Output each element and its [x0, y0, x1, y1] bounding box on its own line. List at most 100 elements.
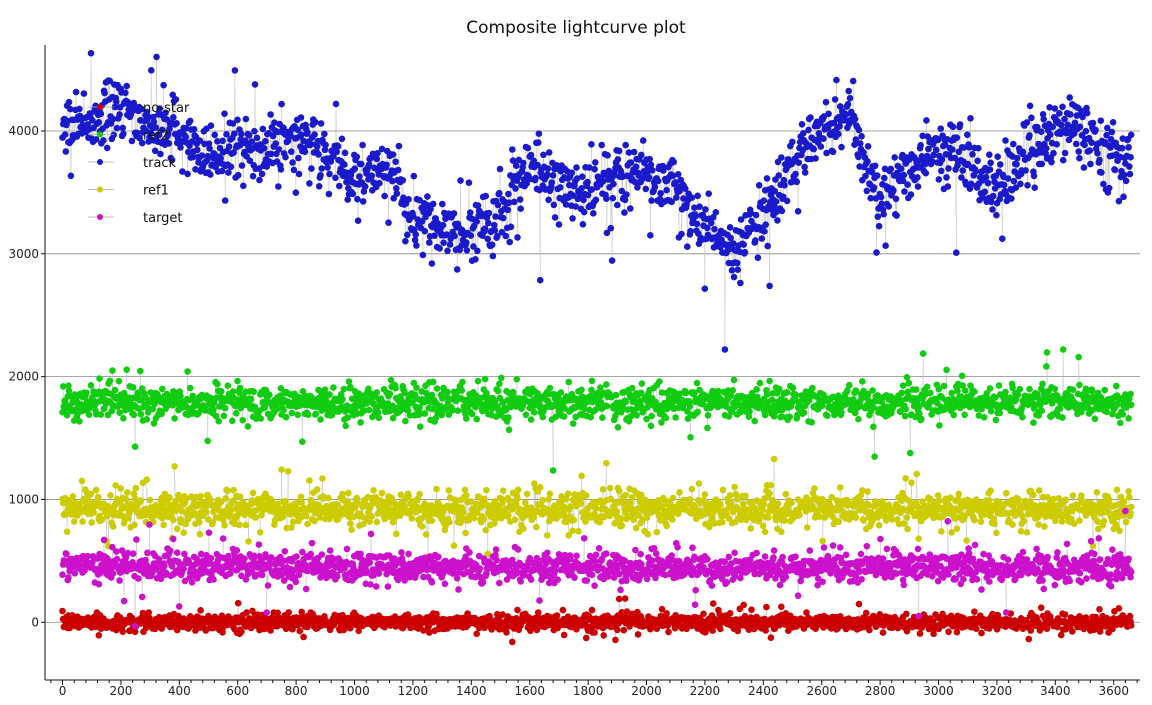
data-point: [277, 166, 285, 173]
data-point: [182, 133, 189, 141]
data-point: [724, 387, 732, 394]
data-point: [242, 115, 250, 123]
data-point: [63, 528, 71, 536]
data-point: [700, 610, 707, 618]
data-point: [386, 390, 394, 398]
data-point: [580, 196, 587, 204]
data-point: [412, 231, 420, 238]
data-point: [97, 411, 105, 418]
data-point: [922, 169, 930, 177]
data-point: [1069, 386, 1077, 394]
data-point: [1127, 401, 1135, 409]
data-point: [587, 413, 594, 421]
data-point: [234, 599, 242, 607]
data-point: [486, 612, 493, 620]
data-point: [912, 386, 920, 393]
data-point: [709, 627, 716, 634]
data-point: [368, 172, 376, 179]
data-point: [184, 170, 191, 178]
data-point: [604, 152, 611, 159]
data-point: [308, 393, 315, 401]
data-point: [917, 142, 924, 149]
data-point: [614, 201, 621, 209]
data-point: [72, 88, 80, 96]
data-point: [778, 154, 785, 161]
data-point: [592, 159, 599, 166]
data-point: [863, 187, 871, 195]
data-point: [638, 380, 646, 387]
data-point: [962, 387, 969, 394]
data-point: [975, 144, 982, 152]
data-point: [591, 165, 598, 173]
data-point: [643, 415, 650, 423]
data-point: [817, 143, 825, 150]
data-point: [1087, 160, 1094, 168]
data-point: [1038, 160, 1046, 168]
data-point: [221, 404, 229, 412]
data-point: [332, 174, 339, 182]
data-point: [857, 140, 864, 147]
data-point: [795, 159, 803, 166]
data-point: [877, 193, 885, 201]
data-point: [1127, 131, 1135, 139]
data-point: [975, 412, 983, 419]
data-point: [298, 608, 306, 616]
data-point: [119, 124, 127, 132]
data-point: [600, 632, 607, 639]
data-point: [524, 144, 532, 152]
data-point: [387, 376, 395, 384]
data-point: [116, 409, 123, 417]
data-point: [971, 608, 978, 615]
data-point: [862, 609, 870, 617]
data-point: [207, 171, 214, 178]
data-point: [496, 165, 504, 173]
data-point: [1057, 631, 1065, 639]
data-point: [160, 81, 167, 89]
data-point: [236, 384, 244, 392]
data-point: [413, 242, 420, 249]
data-point: [929, 618, 937, 625]
data-point: [973, 625, 980, 632]
data-point: [1016, 385, 1024, 393]
data-point: [120, 415, 127, 422]
data-point: [376, 179, 383, 187]
data-point: [444, 388, 451, 396]
data-point: [686, 403, 694, 410]
data-point: [1049, 123, 1057, 131]
data-point: [793, 178, 801, 186]
data-point: [1075, 353, 1082, 361]
series-points: [59, 49, 1135, 646]
data-point: [389, 414, 397, 422]
data-point: [620, 626, 628, 634]
data-point: [534, 139, 542, 146]
data-point: [322, 141, 329, 149]
data-point: [1026, 385, 1033, 393]
data-point: [545, 196, 552, 204]
data-point: [145, 609, 152, 616]
data-point: [835, 130, 842, 138]
data-point: [1059, 346, 1067, 353]
data-point: [786, 413, 793, 421]
data-point: [128, 137, 136, 145]
data-point: [584, 178, 591, 186]
data-point: [76, 418, 83, 425]
data-point: [65, 98, 73, 106]
data-point: [347, 383, 354, 391]
data-point: [472, 403, 479, 411]
data-point: [207, 122, 215, 129]
data-point: [326, 170, 333, 178]
data-point: [748, 606, 755, 613]
data-point: [580, 405, 588, 413]
data-point: [417, 423, 424, 431]
data-point: [670, 158, 677, 166]
data-point: [123, 366, 130, 374]
data-point: [1098, 169, 1105, 176]
data-point: [752, 211, 760, 219]
data-point: [432, 414, 440, 422]
data-point: [546, 384, 554, 392]
data-point: [805, 126, 812, 134]
data-point: [548, 179, 556, 186]
data-point: [622, 141, 629, 149]
data-point: [131, 443, 139, 451]
data-point: [564, 613, 572, 620]
